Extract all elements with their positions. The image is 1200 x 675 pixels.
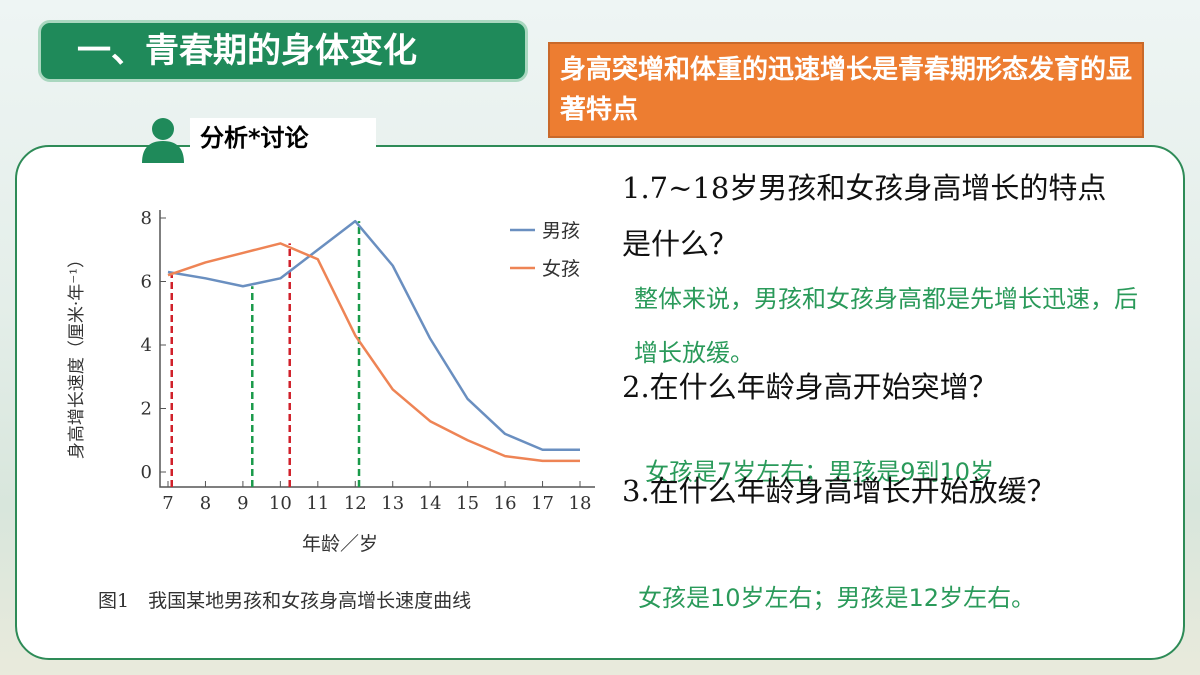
legend-label: 女孩 xyxy=(542,258,580,280)
x-tick-label: 17 xyxy=(531,493,554,514)
answer: 女孩是7岁左右；男孩是9到10岁 xyxy=(645,458,995,486)
answer: 整体来说，男孩和女孩身高都是先增长迅速，后增长放缓。 xyxy=(634,285,1138,367)
person-icon xyxy=(142,118,184,163)
x-tick-label: 7 xyxy=(162,493,173,514)
x-tick-label: 15 xyxy=(456,493,479,514)
y-tick-label: 6 xyxy=(141,272,152,293)
x-tick-label: 14 xyxy=(419,493,442,514)
chart: 0 2 4 6 8 7 8 9 10 11 12 13 14 15 16 17 18 年龄／岁 身高增长速度（厘米·… xyxy=(60,195,605,625)
x-tick-label: 9 xyxy=(237,493,248,514)
y-tick-label: 4 xyxy=(141,335,152,356)
y-tick-label: 8 xyxy=(141,208,152,229)
x-tick-label: 11 xyxy=(306,493,329,514)
x-axis-label: 年龄／岁 xyxy=(302,533,378,555)
section-title: 一、青春期的身体变化 xyxy=(38,20,528,82)
axis xyxy=(159,210,595,488)
chart-background xyxy=(60,195,605,625)
chart-caption: 图1 我国某地男孩和女孩身高增长速度曲线 xyxy=(98,590,471,612)
question: 2.在什么年龄身高开始突增？ xyxy=(622,370,998,404)
question: 1.7~18岁男孩和女孩身高增长的特点是什么？ xyxy=(622,171,1107,261)
x-tick-label: 8 xyxy=(200,493,211,514)
y-tick-label: 0 xyxy=(141,462,152,483)
highlight-box: 身高突增和体重的迅速增长是青春期形态发育的显著特点 xyxy=(548,42,1144,138)
series-line xyxy=(167,219,580,452)
series-line xyxy=(167,242,580,463)
x-tick-label: 16 xyxy=(494,493,517,514)
legend-label: 男孩 xyxy=(542,220,580,242)
x-tick-label: 12 xyxy=(344,493,367,514)
y-axis-label: 身高增长速度（厘米·年⁻¹） xyxy=(67,251,87,459)
question: 3.在什么年龄身高增长开始放缓？ xyxy=(622,474,1056,508)
y-tick-label: 2 xyxy=(141,399,152,420)
discussion-label: 分析*讨论 xyxy=(190,118,376,158)
x-tick-label: 10 xyxy=(269,493,292,514)
answer: 女孩是10岁左右；男孩是12岁左右。 xyxy=(638,584,1036,612)
x-tick-label: 18 xyxy=(569,493,592,514)
x-tick-label: 13 xyxy=(381,493,404,514)
